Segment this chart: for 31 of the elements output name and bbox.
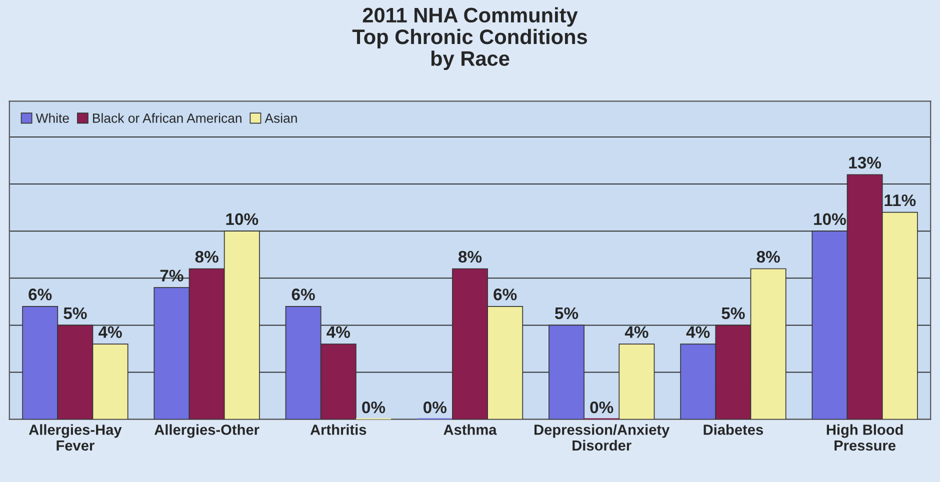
data-label: 5% [722, 307, 745, 320]
x-tick-label: Depression/Anxiety Disorder [534, 424, 670, 451]
x-tick-label: High Blood Pressure [826, 424, 903, 451]
legend-label: White [36, 113, 69, 123]
data-label: 11% [884, 194, 916, 206]
data-label: 10% [814, 213, 846, 226]
data-label: 4% [624, 326, 648, 338]
data-label: 4% [326, 326, 350, 338]
x-tick-label: Arthritis [310, 424, 366, 435]
data-label: 4% [686, 326, 710, 338]
data-label: 0% [362, 401, 386, 414]
data-label: 10% [226, 213, 258, 226]
data-label: 4% [98, 326, 122, 338]
data-label: 6% [28, 288, 52, 300]
data-label: 0% [590, 401, 614, 414]
x-tick-label: Asthma [444, 424, 497, 435]
x-tick-label: Allergies-Hay Fever [28, 424, 122, 451]
data-label: 8% [458, 250, 482, 263]
legend-label: Black or African American [93, 113, 242, 123]
x-tick-label: Diabetes [704, 424, 763, 435]
legend-label: Asian [264, 113, 297, 123]
data-label: 8% [756, 250, 780, 263]
data-label: 5% [554, 307, 578, 320]
data-label: 6% [494, 288, 517, 300]
data-label: 8% [195, 250, 218, 263]
data-label: 0% [424, 401, 447, 414]
data-label: 13% [849, 156, 882, 169]
x-tick-label: Allergies-Other [154, 424, 260, 438]
chart-title: 2011 NHA Community Top Chronic Conditions by Race [352, 7, 588, 70]
data-label: 5% [64, 307, 87, 320]
data-label: 6% [292, 288, 315, 300]
